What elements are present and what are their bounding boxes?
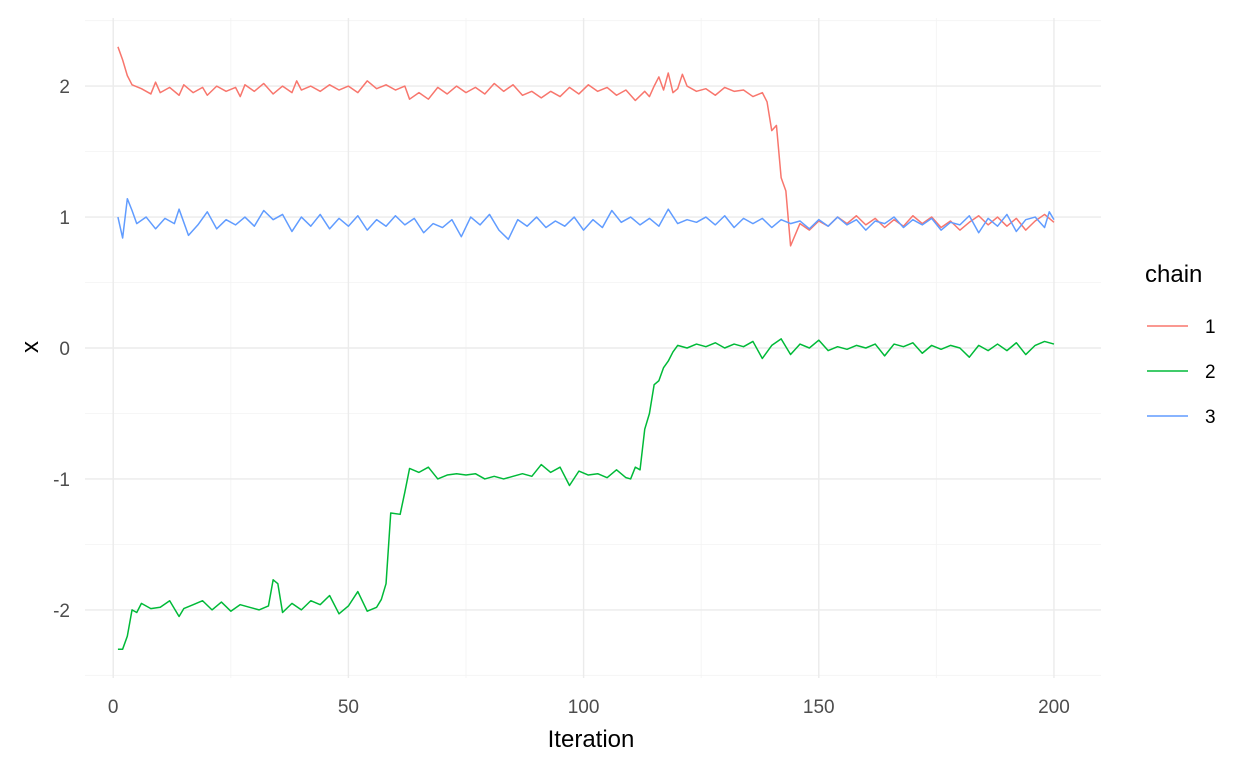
major-gridlines bbox=[85, 18, 1101, 678]
x-tick-label: 200 bbox=[1038, 697, 1070, 718]
x-tick-label: 50 bbox=[338, 697, 359, 718]
x-axis-title: Iteration bbox=[548, 726, 635, 753]
y-tick-label: 1 bbox=[59, 208, 70, 229]
series-lines bbox=[117, 46, 1055, 650]
x-axis-tick-labels: 0 50 100 150 200 bbox=[108, 697, 1070, 718]
x-tick-label: 0 bbox=[108, 697, 119, 718]
legend-label-chain-2: 2 bbox=[1205, 362, 1216, 383]
y-tick-label: 0 bbox=[59, 339, 70, 360]
y-axis-tick-labels: -2 -1 0 1 2 bbox=[53, 77, 70, 622]
x-tick-label: 150 bbox=[803, 697, 835, 718]
legend-label-chain-1: 1 bbox=[1205, 317, 1216, 338]
legend-title: chain bbox=[1145, 261, 1202, 288]
series-line-chain-1 bbox=[117, 46, 1055, 247]
series-line-chain-3 bbox=[117, 197, 1055, 241]
y-tick-label: 2 bbox=[59, 77, 70, 98]
legend-label-chain-3: 3 bbox=[1205, 407, 1216, 428]
y-axis-title: x bbox=[17, 341, 44, 353]
legend-item-chain-1: 1 bbox=[1147, 317, 1216, 338]
legend-item-chain-3: 3 bbox=[1147, 407, 1216, 428]
y-tick-label: -1 bbox=[53, 470, 70, 491]
legend-items: 1 2 3 bbox=[1147, 317, 1216, 428]
minor-gridlines bbox=[85, 18, 1101, 678]
legend-item-chain-2: 2 bbox=[1147, 362, 1216, 383]
series-line-chain-2 bbox=[117, 338, 1055, 650]
x-tick-label: 100 bbox=[568, 697, 600, 718]
y-tick-label: -2 bbox=[53, 601, 70, 622]
legend: chain 1 2 3 bbox=[1145, 261, 1216, 428]
